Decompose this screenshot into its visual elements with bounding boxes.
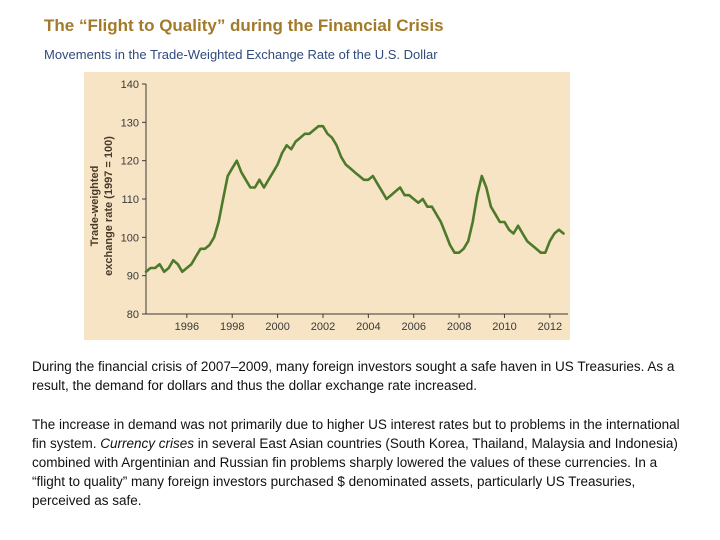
paragraph-2-rest: in several East Asian countries (South K… xyxy=(32,436,678,508)
chart-subtitle: Movements in the Trade-Weighted Exchange… xyxy=(44,47,438,62)
paragraph-2: The increase in demand was not primarily… xyxy=(32,415,692,510)
y-tick-label: 110 xyxy=(121,194,139,206)
y-axis-label: Trade-weighted exchange rate (1997 = 100) xyxy=(84,72,120,340)
x-tick-label: 2010 xyxy=(492,321,516,333)
y-axis-label-line-1: Trade-weighted xyxy=(89,165,101,247)
y-tick-label: 140 xyxy=(121,79,139,91)
x-tick-label: 2004 xyxy=(356,321,380,333)
y-tick-label: 80 xyxy=(127,309,139,321)
series-line xyxy=(144,124,565,274)
paragraph-1: During the financial crisis of 2007–2009… xyxy=(32,359,675,393)
slide-title: The “Flight to Quality” during the Finan… xyxy=(44,16,444,35)
y-tick-label: 100 xyxy=(121,232,139,244)
exchange-rate-chart: 80 90 100 110 120 130 140 1996 1998 2000 2002 2004… xyxy=(121,79,568,333)
paragraph-2-intro: The increase in demand was not primarily… xyxy=(32,417,680,451)
x-tick-label: 2006 xyxy=(401,321,425,333)
x-tick-label: 2012 xyxy=(538,321,562,333)
y-tick-label: 90 xyxy=(127,271,139,283)
x-tick-label: 2002 xyxy=(311,321,335,333)
x-tick-label: 1998 xyxy=(220,321,244,333)
paragraph-2-emphasis: Currency crises xyxy=(100,436,195,451)
x-tick-label: 1996 xyxy=(175,321,199,333)
y-axis-label-text: Trade-weighted exchange rate (1997 = 100) xyxy=(88,136,116,276)
chart-panel: 80 90 100 110 120 130 140 1996 1998 2000 2002 2004… xyxy=(84,72,570,340)
y-tick-label: 120 xyxy=(121,156,139,168)
x-tick-label: 2000 xyxy=(265,321,289,333)
x-tick-label: 2008 xyxy=(447,321,471,333)
y-tick-label: 130 xyxy=(121,117,139,129)
y-axis-label-line-2: exchange rate (1997 = 100) xyxy=(103,136,115,276)
